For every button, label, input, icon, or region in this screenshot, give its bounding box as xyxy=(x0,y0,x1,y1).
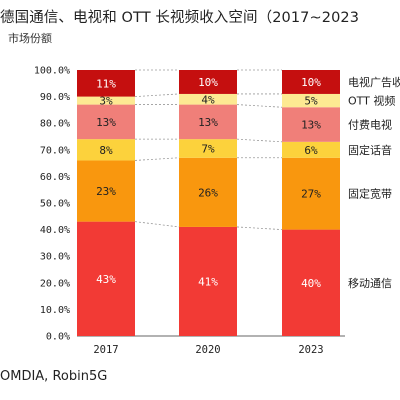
bar-segment xyxy=(179,139,237,158)
y-tick-label: 20.0% xyxy=(40,278,70,289)
legend-label: 固定话音 xyxy=(348,143,392,157)
legend-label: 移动通信 xyxy=(348,277,392,290)
bar-segment xyxy=(77,221,135,336)
y-tick-label: 50.0% xyxy=(40,199,70,210)
bar-value-label: 26% xyxy=(198,186,218,199)
source-note: OMDIA, Robin5G xyxy=(0,369,108,384)
connector-line xyxy=(134,93,180,97)
y-tick-label: 10.0% xyxy=(40,305,70,316)
bar-segment xyxy=(77,70,135,97)
bar-value-label: 6% xyxy=(304,144,318,157)
legend-label: 固定宽带 xyxy=(348,187,392,201)
connector-line xyxy=(134,221,180,228)
bar-segment xyxy=(282,157,340,230)
y-tick-label: 0.0% xyxy=(46,332,70,343)
legend-label: 付费电视 xyxy=(348,118,392,132)
bar-value-label: 43% xyxy=(96,273,116,286)
chart-subtitle: 市场份额 xyxy=(8,32,52,45)
bar-segment xyxy=(282,107,340,142)
bar-value-label: 23% xyxy=(96,185,116,198)
x-tick-label: 2020 xyxy=(195,344,220,356)
connector-line xyxy=(134,157,180,161)
y-tick-label: 30.0% xyxy=(40,252,70,263)
bar-segment xyxy=(179,70,237,94)
bar-segment xyxy=(282,70,340,94)
connector-line xyxy=(236,138,283,143)
legend-label: 电视广告收入 xyxy=(348,75,400,89)
bar-value-label: 8% xyxy=(99,144,113,157)
bar-segment xyxy=(77,104,135,140)
bar-segment xyxy=(179,104,237,140)
bar-value-label: 13% xyxy=(198,116,218,129)
y-tick-label: 70.0% xyxy=(40,145,70,156)
bar-segment xyxy=(282,229,340,336)
bar-segment xyxy=(179,226,237,336)
bar-value-label: 41% xyxy=(198,275,218,288)
bar-segment xyxy=(282,93,340,108)
y-tick-label: 80.0% xyxy=(40,119,70,130)
bar-value-label: 4% xyxy=(201,93,215,106)
bar-segment xyxy=(77,96,135,105)
bar-value-label: 5% xyxy=(304,95,318,108)
bar-segment xyxy=(77,160,135,222)
y-tick-label: 60.0% xyxy=(40,172,70,183)
bar-value-label: 10% xyxy=(198,76,218,89)
bar-segment xyxy=(179,93,237,105)
bar-segment xyxy=(179,157,237,227)
bar-value-label: 10% xyxy=(301,76,321,89)
y-tick-label: 90.0% xyxy=(40,92,70,103)
bar-segment xyxy=(282,141,340,158)
bar-segment xyxy=(77,139,135,161)
connector-line xyxy=(236,104,283,108)
y-tick-label: 40.0% xyxy=(40,225,70,236)
y-tick-label: 100.0% xyxy=(34,66,70,77)
bar-value-label: 13% xyxy=(96,116,116,129)
chart-title: 德国通信、电视和 OTT 长视频收入空间（2017~2023 xyxy=(0,10,360,26)
bar-value-label: 27% xyxy=(301,188,321,201)
bar-value-label: 40% xyxy=(301,277,321,290)
bar-value-label: 11% xyxy=(96,77,116,90)
connector-line xyxy=(236,226,283,230)
x-tick-label: 2017 xyxy=(93,344,118,356)
bar-value-label: 3% xyxy=(99,95,113,108)
legend-label: OTT 视频 xyxy=(348,94,395,108)
x-tick-label: 2023 xyxy=(298,344,323,356)
bar-value-label: 7% xyxy=(201,142,215,155)
bar-value-label: 13% xyxy=(301,119,321,132)
